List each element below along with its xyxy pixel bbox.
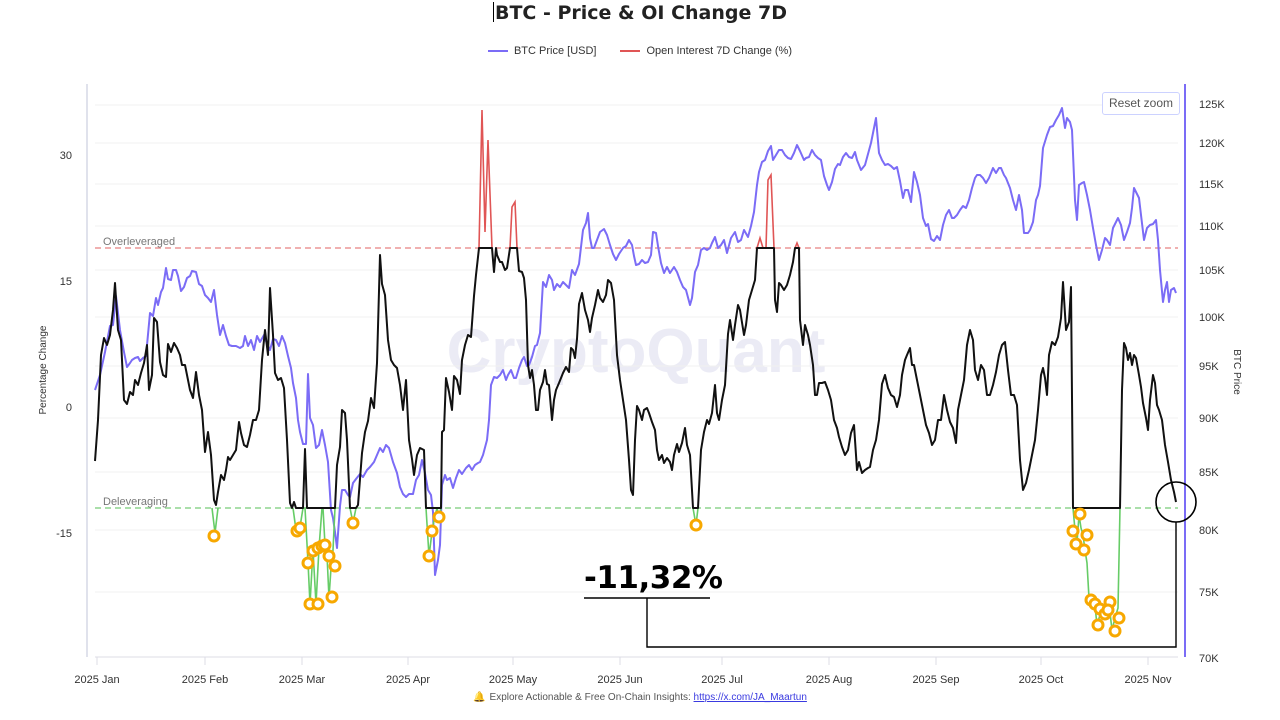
svg-text:2025 Sep: 2025 Sep xyxy=(912,674,959,686)
svg-text:2025 Mar: 2025 Mar xyxy=(279,674,326,686)
svg-text:125K: 125K xyxy=(1199,99,1225,111)
legend-label-oi-change: Open Interest 7D Change (%) xyxy=(646,45,793,57)
svg-text:2025 May: 2025 May xyxy=(489,674,538,686)
right-axis-title: BTC Price xyxy=(1231,349,1242,395)
reset-zoom-button[interactable]: Reset zoom xyxy=(1102,92,1180,115)
svg-text:-15: -15 xyxy=(56,528,72,540)
svg-text:2025 Nov: 2025 Nov xyxy=(1124,674,1172,686)
last-value-annotation: -11,32% xyxy=(584,560,723,596)
legend-item-btc-price[interactable]: BTC Price [USD] xyxy=(487,45,597,57)
right-axis-ticks: 125K 120K 115K 110K 105K 100K 95K 90K 85… xyxy=(1199,99,1225,665)
x-axis-labels: 2025 Jan 2025 Feb 2025 Mar 2025 Apr 2025… xyxy=(74,674,1172,686)
overleveraged-segments xyxy=(478,109,800,249)
chart-title: BTC - Price & OI Change 7D xyxy=(0,0,1280,26)
svg-text:115K: 115K xyxy=(1199,179,1225,191)
deleveraging-label: Deleveraging xyxy=(103,496,168,508)
svg-text:2025 Apr: 2025 Apr xyxy=(386,674,430,686)
overleveraged-label: Overleveraged xyxy=(103,236,175,248)
svg-text:30: 30 xyxy=(60,150,72,162)
svg-text:120K: 120K xyxy=(1199,138,1225,150)
left-axis-ticks: 30 15 0 -15 xyxy=(56,150,72,540)
legend-item-oi-change[interactable]: Open Interest 7D Change (%) xyxy=(620,45,792,57)
annotation-connector xyxy=(646,522,1177,648)
legend-swatch-oi-change xyxy=(620,50,641,52)
deleveraging-markers xyxy=(207,507,1126,638)
legend-swatch-btc-price xyxy=(487,50,508,52)
footer-text: Explore Actionable & Free On-Chain Insig… xyxy=(489,692,691,703)
chart-legend: BTC Price [USD] Open Interest 7D Change … xyxy=(0,45,1280,57)
watermark: CryptoQuant xyxy=(447,317,826,386)
x-axis-tick-marks xyxy=(96,657,1149,665)
footer-link[interactable]: https://x.com/JA_Maartun xyxy=(693,692,807,703)
legend-label-btc-price: BTC Price [USD] xyxy=(513,45,597,57)
svg-text:85K: 85K xyxy=(1199,467,1219,479)
btc-price-line xyxy=(94,107,1177,576)
svg-text:2025 Aug: 2025 Aug xyxy=(806,674,853,686)
svg-text:75K: 75K xyxy=(1199,587,1219,599)
svg-text:15: 15 xyxy=(60,276,72,288)
footer: 🔔 Explore Actionable & Free On-Chain Insi… xyxy=(0,692,1280,703)
svg-text:2025 Feb: 2025 Feb xyxy=(182,674,228,686)
svg-text:2025 Jun: 2025 Jun xyxy=(597,674,642,686)
svg-text:110K: 110K xyxy=(1199,221,1225,233)
bell-icon: 🔔 xyxy=(473,692,486,703)
svg-text:70K: 70K xyxy=(1199,653,1219,665)
left-axis-title: Percentage Change xyxy=(38,325,49,414)
svg-text:2025 Jul: 2025 Jul xyxy=(701,674,743,686)
svg-text:105K: 105K xyxy=(1199,265,1225,277)
oi-change-line xyxy=(94,247,1177,509)
svg-text:80K: 80K xyxy=(1199,525,1219,537)
svg-text:0: 0 xyxy=(66,402,72,414)
svg-text:2025 Oct: 2025 Oct xyxy=(1019,674,1064,686)
svg-text:95K: 95K xyxy=(1199,361,1219,373)
svg-text:90K: 90K xyxy=(1199,413,1219,425)
chart-title-text: BTC - Price & OI Change 7D xyxy=(494,2,787,24)
text-cursor xyxy=(492,2,494,22)
svg-text:100K: 100K xyxy=(1199,312,1225,324)
svg-text:2025 Jan: 2025 Jan xyxy=(74,674,119,686)
